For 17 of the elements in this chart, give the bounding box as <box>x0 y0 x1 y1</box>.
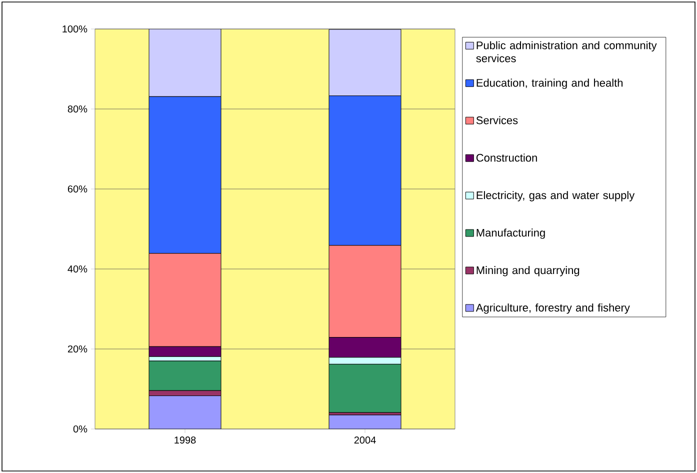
y-tick-label: 60% <box>68 185 88 193</box>
legend-label: Electricity, gas and water supply <box>476 191 635 202</box>
y-tick-label: 20% <box>68 345 88 353</box>
bar <box>328 414 402 429</box>
y-tick-label: 0% <box>73 425 88 433</box>
legend-label: Education, training and health <box>476 78 623 89</box>
y-tick-label: 40% <box>68 265 88 273</box>
legend-label: Public administration and community services <box>476 41 657 62</box>
x-tick-label: 2004 <box>354 436 376 444</box>
legend-label: Manufacturing <box>476 228 545 239</box>
y-tick-label: 80% <box>68 105 88 113</box>
x-tick-label: 1998 <box>174 436 196 444</box>
legend-label: Services <box>476 116 518 124</box>
y-tick-label: 100% <box>62 25 88 33</box>
legend-label: Agriculture, forestry and fishery <box>476 303 630 314</box>
legend-label: Mining and quarrying <box>476 266 580 276</box>
legend-label: Construction <box>476 154 537 162</box>
